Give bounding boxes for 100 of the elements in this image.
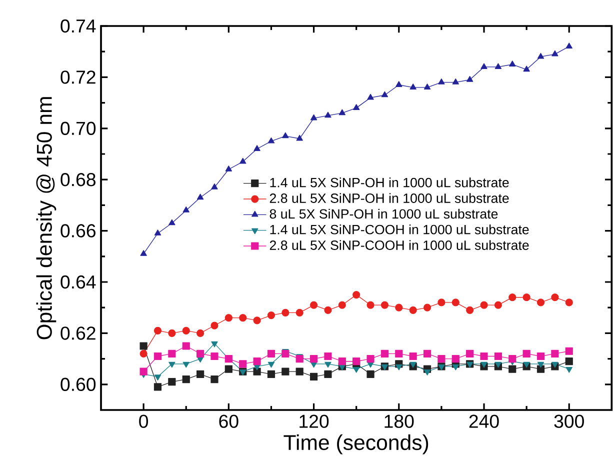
point xyxy=(154,230,162,236)
point xyxy=(536,365,545,373)
point xyxy=(211,183,218,190)
point xyxy=(224,365,232,373)
point xyxy=(566,42,572,49)
point xyxy=(196,370,204,378)
point xyxy=(253,358,261,366)
point xyxy=(395,350,403,358)
legend-label: 2.8 uL 5X SiNP-OH in 1000 uL substrate xyxy=(270,193,509,203)
point xyxy=(396,364,402,370)
point xyxy=(182,375,190,384)
point xyxy=(494,301,502,309)
point xyxy=(253,368,261,376)
point xyxy=(480,352,488,360)
point xyxy=(140,342,148,350)
y-tick-label: 0.70 xyxy=(60,122,96,136)
point xyxy=(494,63,502,70)
point xyxy=(480,63,488,70)
point xyxy=(452,298,460,306)
point xyxy=(210,322,218,330)
point xyxy=(296,308,304,317)
point xyxy=(508,354,516,363)
point xyxy=(296,354,304,363)
point xyxy=(565,358,573,366)
point xyxy=(480,362,488,368)
y-tick-label: 0.72 xyxy=(60,70,96,84)
point xyxy=(324,112,332,118)
point xyxy=(423,350,432,358)
point xyxy=(352,290,360,299)
point xyxy=(268,137,275,144)
point xyxy=(353,104,360,110)
point xyxy=(480,301,488,309)
x-tick-label: 240 xyxy=(469,414,499,428)
point xyxy=(168,362,176,368)
x-tick-label: 300 xyxy=(554,414,584,428)
point xyxy=(452,354,460,363)
point xyxy=(168,329,176,338)
point xyxy=(310,354,318,363)
x-tick-label: 120 xyxy=(300,414,329,428)
point xyxy=(366,370,374,378)
point xyxy=(537,52,544,59)
point xyxy=(239,314,247,322)
point xyxy=(466,76,474,82)
point xyxy=(438,78,445,84)
point xyxy=(140,350,148,358)
point xyxy=(211,341,218,348)
point xyxy=(338,358,346,366)
point xyxy=(154,383,162,391)
point xyxy=(267,311,276,320)
point xyxy=(154,326,162,334)
point xyxy=(396,81,402,87)
point xyxy=(395,304,403,312)
point xyxy=(324,306,332,314)
point xyxy=(552,362,558,368)
y-tick-label: 0.60 xyxy=(60,378,96,392)
point xyxy=(282,350,290,358)
point xyxy=(310,114,318,120)
point xyxy=(196,194,204,200)
point xyxy=(225,166,232,172)
x-tick-label: 0 xyxy=(139,414,148,428)
point xyxy=(224,314,232,322)
point xyxy=(424,370,431,376)
point xyxy=(282,308,290,317)
point xyxy=(338,109,346,116)
point xyxy=(552,50,558,56)
y-tick-label: 0.68 xyxy=(60,172,96,186)
point xyxy=(338,301,346,309)
point xyxy=(310,301,318,309)
point xyxy=(196,329,204,338)
point xyxy=(409,306,417,314)
point xyxy=(352,358,360,366)
point xyxy=(268,362,275,368)
point xyxy=(565,347,573,355)
point xyxy=(182,342,190,350)
y-tick-label: 0.62 xyxy=(60,326,96,340)
point xyxy=(509,60,516,66)
point xyxy=(466,306,474,314)
point xyxy=(154,374,162,381)
point xyxy=(438,354,446,363)
point xyxy=(296,134,303,141)
point xyxy=(196,350,204,358)
point xyxy=(508,294,516,302)
point xyxy=(182,362,190,368)
point xyxy=(452,364,459,370)
point xyxy=(410,84,416,90)
point xyxy=(267,350,276,358)
y-tick-label: 0.64 xyxy=(60,275,96,289)
point xyxy=(494,352,502,360)
point xyxy=(154,352,162,360)
point xyxy=(380,301,389,309)
point xyxy=(424,84,431,90)
point xyxy=(494,362,502,368)
point xyxy=(522,350,530,358)
point xyxy=(282,368,290,376)
legend-label: 1.4 uL 5X SiNP-COOH in 1000 uL substrate xyxy=(270,224,529,234)
point xyxy=(409,352,417,360)
point xyxy=(410,362,416,368)
point xyxy=(310,372,318,381)
point xyxy=(423,304,432,312)
point xyxy=(182,326,190,334)
